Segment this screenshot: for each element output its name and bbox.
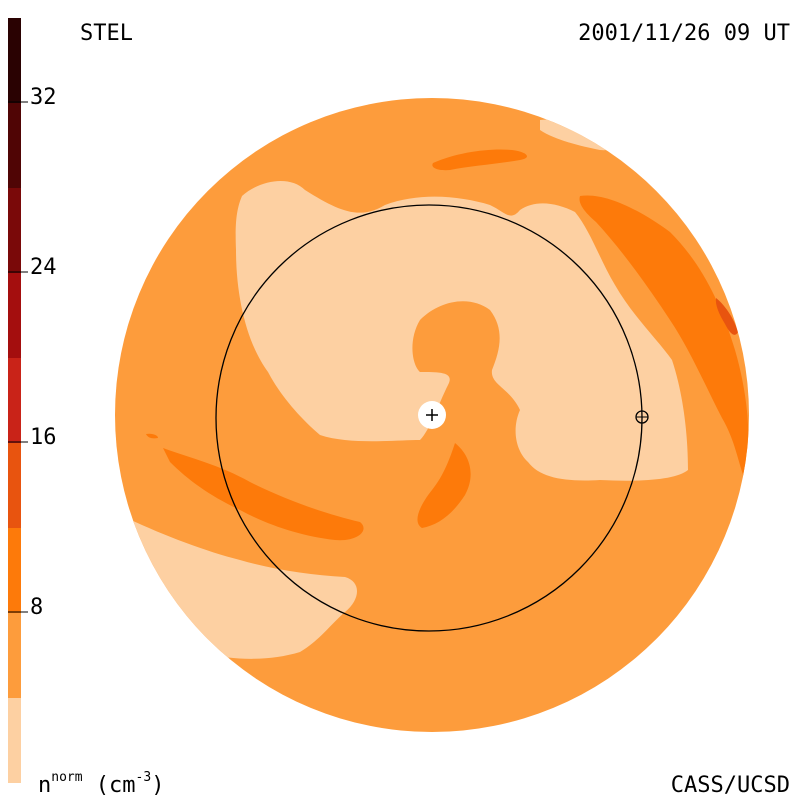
colorbar-band-3	[8, 528, 21, 613]
unit-label: nnorm (cm-3)	[38, 770, 164, 798]
low-density-region-inner	[235, 181, 688, 481]
streamer-fragment-west	[146, 433, 158, 439]
observatory-label: STEL	[80, 21, 133, 46]
colorbar-tick-label-32: 32	[30, 85, 57, 110]
colorbar-band-7	[8, 188, 21, 273]
streamer-southwest	[163, 448, 364, 541]
colorbar-band-6	[8, 273, 21, 358]
plus-icon	[418, 401, 446, 429]
high-density-patch-east	[715, 298, 738, 335]
colorbar-band-4	[8, 443, 21, 528]
colorbar-tick-label-8: 8	[30, 595, 43, 620]
colorbar-band-1	[8, 698, 21, 783]
streamer-central-south	[417, 443, 471, 528]
timestamp-label: 2001/11/26 09 UT	[578, 21, 790, 46]
colorbar-tick-label-16: 16	[30, 425, 57, 450]
credit-label: CASS/UCSD	[671, 773, 790, 798]
colorbar: 32 24 16 8	[8, 18, 57, 783]
colorbar-band-2	[8, 613, 21, 698]
colorbar-band-8	[8, 103, 21, 188]
streamer-north	[432, 149, 527, 171]
colorbar-band-9	[8, 18, 21, 103]
colorbar-tick-label-24: 24	[30, 255, 57, 280]
streamer-northeast	[579, 195, 749, 481]
earth-symbol-icon	[635, 410, 649, 424]
colorbar-band-5	[8, 358, 21, 443]
